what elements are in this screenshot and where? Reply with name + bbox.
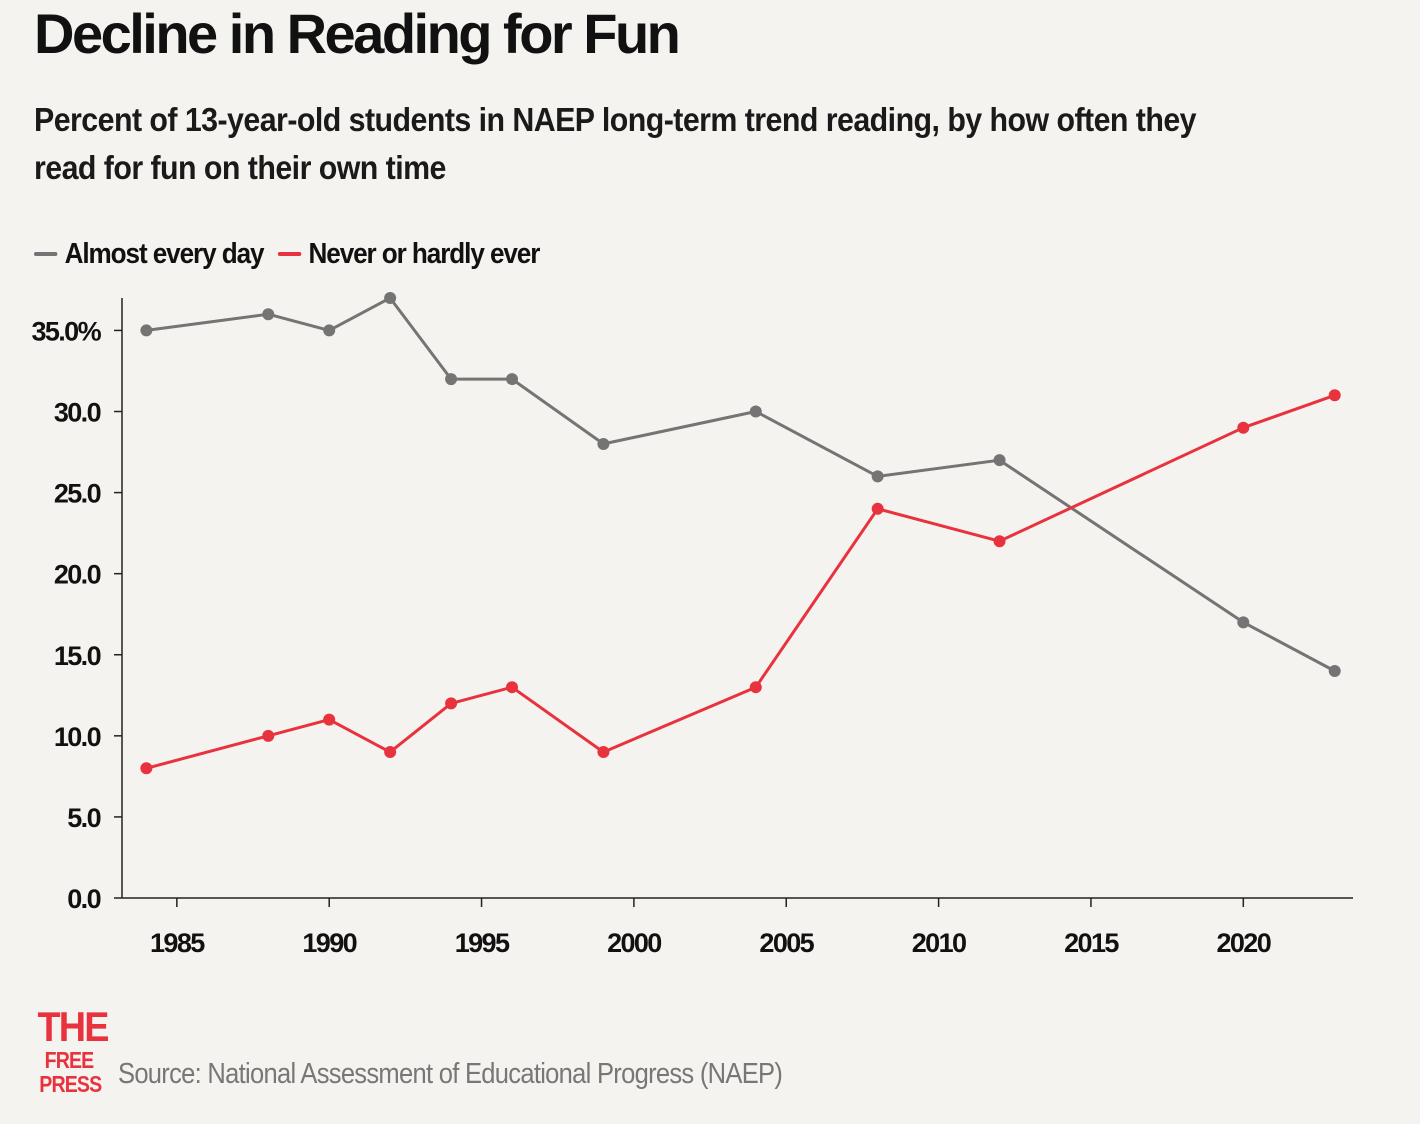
series-line-almost-every-day bbox=[144, 296, 1337, 673]
data-point-never-or-hardly-ever bbox=[323, 713, 336, 726]
x-tick-label: 2005 bbox=[759, 928, 814, 958]
x-tick-label: 1990 bbox=[302, 928, 356, 958]
y-tick-label: 25.0 bbox=[54, 479, 101, 509]
logo-the: THE bbox=[37, 1003, 110, 1050]
data-point-never-or-hardly-ever bbox=[993, 535, 1006, 548]
x-tick-label: 1995 bbox=[455, 928, 510, 958]
chart-title: Decline in Reading for Fun bbox=[34, 2, 681, 65]
legend: Almost every day Never or hardly ever bbox=[34, 236, 540, 272]
data-point-almost-every-day bbox=[445, 373, 458, 386]
x-tick-label: 2010 bbox=[912, 928, 966, 958]
x-tick-label: 2015 bbox=[1064, 928, 1119, 958]
data-point-never-or-hardly-ever bbox=[749, 681, 762, 694]
x-tick-label: 2020 bbox=[1216, 928, 1270, 958]
data-point-never-or-hardly-ever bbox=[871, 502, 884, 515]
data-point-almost-every-day bbox=[384, 292, 397, 304]
legend-item-never-or-hardly-ever: Never or hardly ever bbox=[277, 237, 540, 271]
free-press-logo: THE FREE PRESS bbox=[34, 1003, 110, 1097]
line-chart: 0.0 5.0 10.0 15.0 20.0 25.0 30.0 35.0% 1985 1990 1… bbox=[31, 292, 1353, 958]
data-point-almost-every-day bbox=[597, 437, 610, 450]
data-point-never-or-hardly-ever bbox=[1237, 421, 1250, 434]
data-point-never-or-hardly-ever bbox=[1328, 389, 1341, 402]
y-tick-label: 10.0 bbox=[54, 722, 101, 752]
legend-swatch-almost-every-day bbox=[34, 252, 58, 256]
data-point-almost-every-day bbox=[1328, 664, 1341, 677]
data-point-never-or-hardly-ever bbox=[445, 697, 458, 710]
data-point-almost-every-day bbox=[506, 373, 519, 386]
data-point-never-or-hardly-ever bbox=[506, 681, 519, 694]
legend-label-never-or-hardly-ever: Never or hardly ever bbox=[308, 237, 540, 270]
y-tick-label: 0.0 bbox=[67, 884, 100, 914]
x-tick-label: 2000 bbox=[607, 928, 661, 958]
logo-free: FREE bbox=[44, 1047, 95, 1073]
y-tick-label: 30.0 bbox=[54, 398, 101, 428]
chart-subtitle: Percent of 13-year-old students in NAEP … bbox=[34, 101, 1197, 186]
source-note: Source: National Assessment of Education… bbox=[118, 1058, 783, 1090]
data-point-almost-every-day bbox=[140, 324, 153, 337]
data-point-never-or-hardly-ever bbox=[140, 762, 153, 775]
y-tick-label: 35.0% bbox=[31, 316, 101, 346]
y-tick-label: 20.0 bbox=[54, 560, 101, 590]
logo-press: PRESS bbox=[39, 1071, 102, 1097]
legend-item-almost-every-day: Almost every day bbox=[34, 237, 265, 271]
data-point-almost-every-day bbox=[993, 454, 1006, 467]
legend-swatch-never-or-hardly-ever bbox=[277, 252, 302, 256]
data-point-almost-every-day bbox=[323, 324, 336, 337]
data-point-almost-every-day bbox=[1237, 616, 1250, 629]
data-point-almost-every-day bbox=[871, 470, 884, 483]
data-point-never-or-hardly-ever bbox=[597, 746, 610, 759]
y-tick-label: 15.0 bbox=[54, 641, 101, 671]
data-point-almost-every-day bbox=[262, 308, 275, 321]
data-point-almost-every-day bbox=[749, 405, 762, 418]
series-line-never-or-hardly-ever bbox=[144, 393, 1337, 770]
y-tick-label: 5.0 bbox=[67, 803, 100, 833]
legend-label-almost-every-day: Almost every day bbox=[64, 237, 265, 270]
data-point-never-or-hardly-ever bbox=[384, 746, 397, 759]
x-tick-label: 1985 bbox=[150, 928, 205, 958]
data-point-never-or-hardly-ever bbox=[262, 729, 275, 742]
